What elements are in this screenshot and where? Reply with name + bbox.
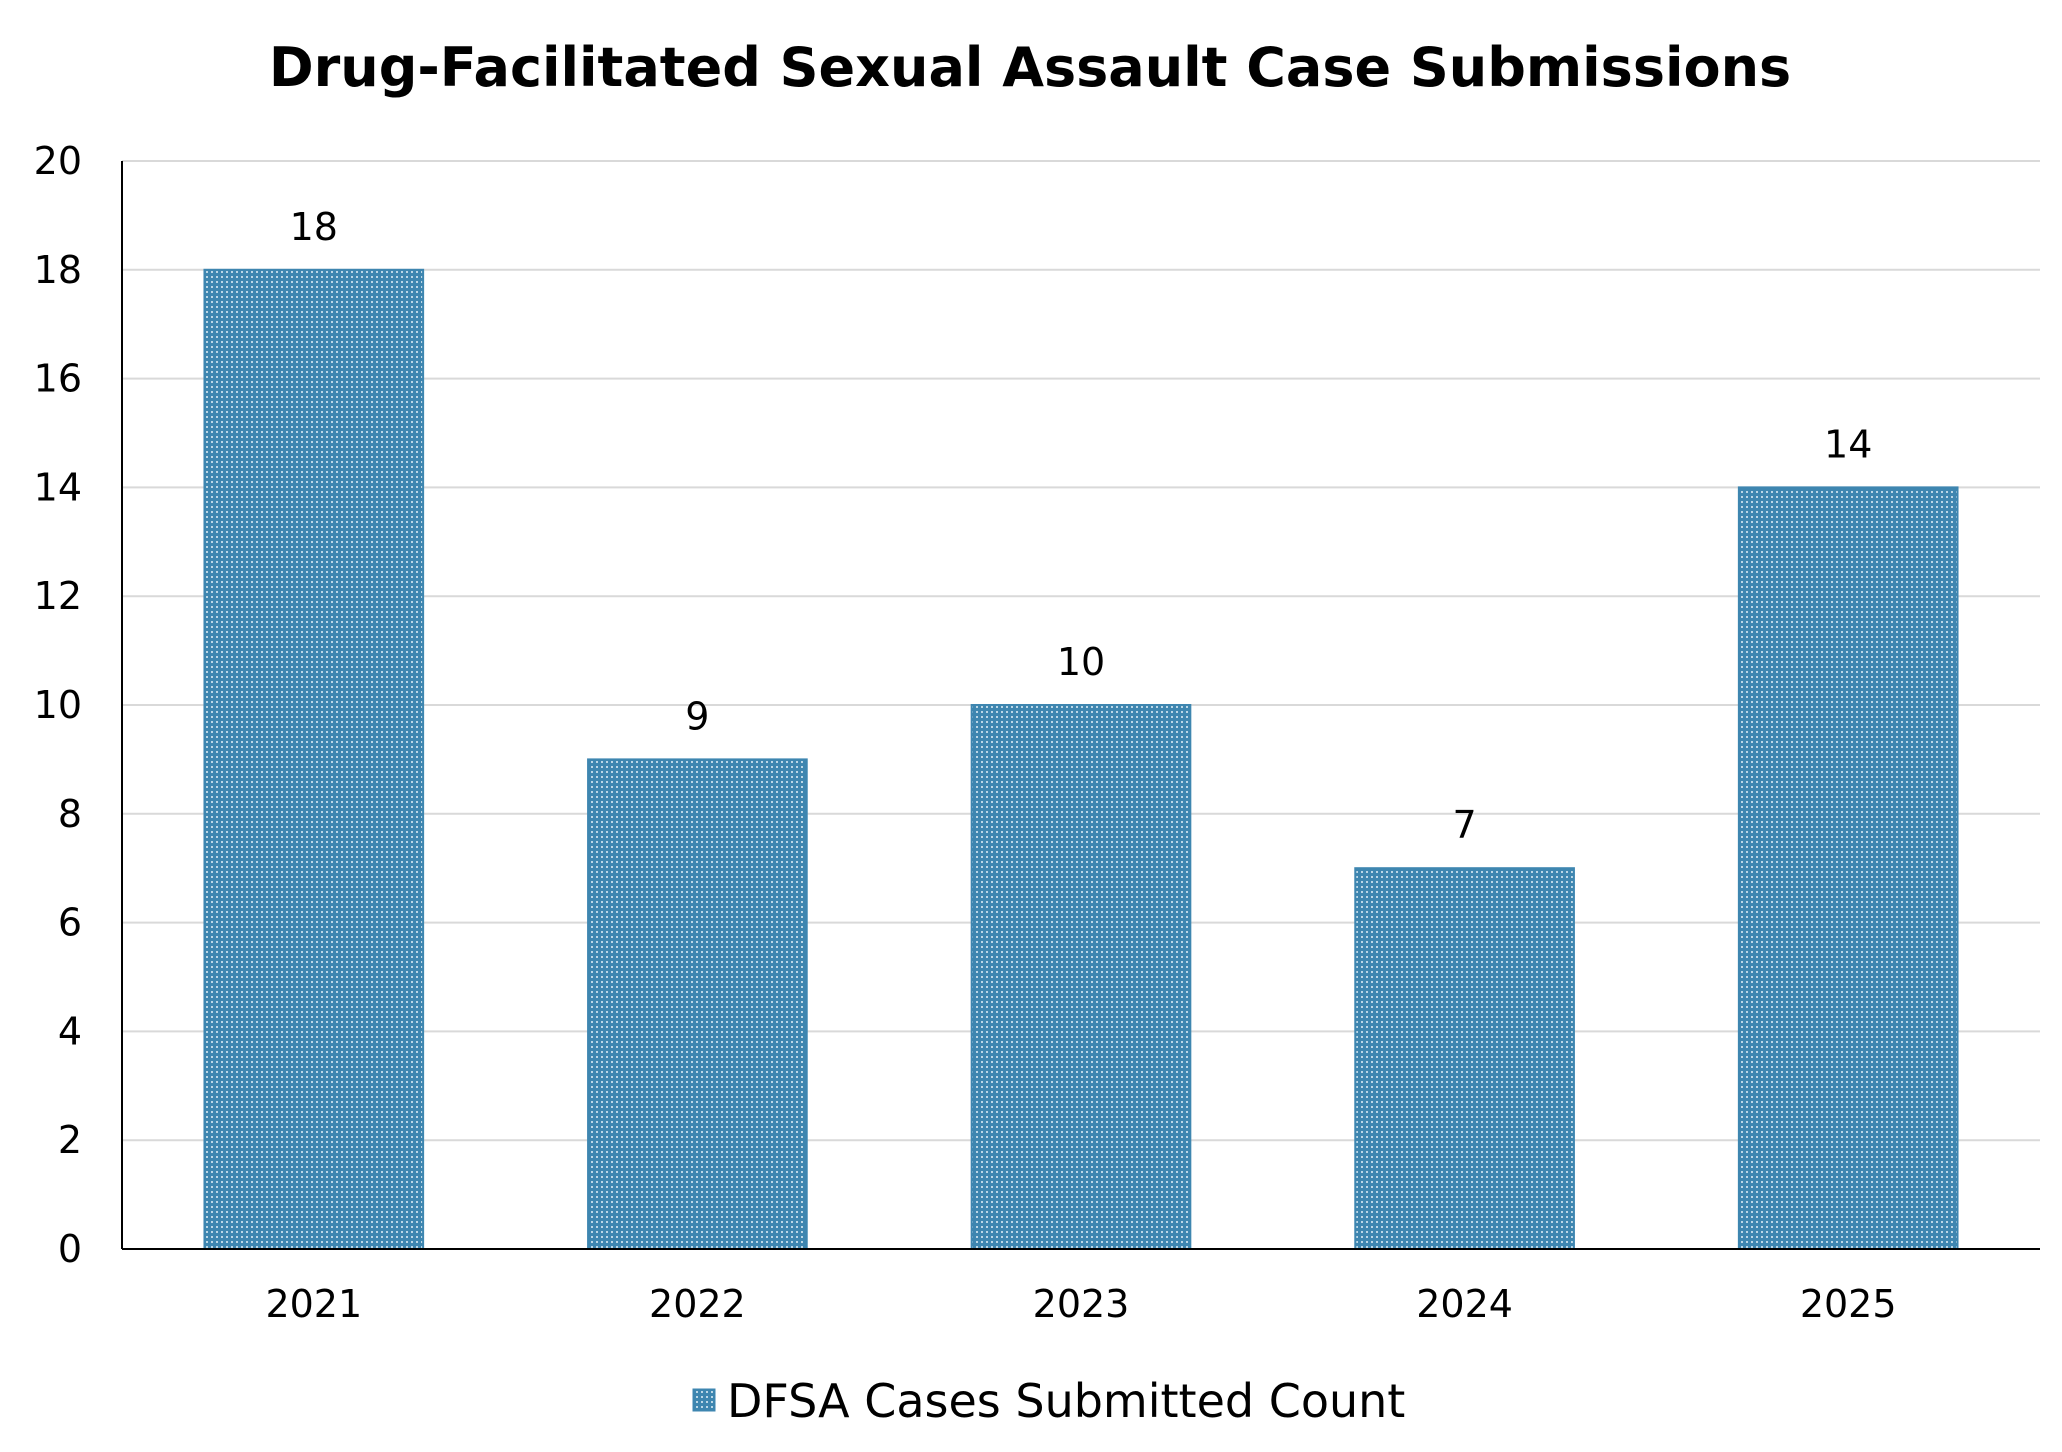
bar: [1354, 867, 1575, 1250]
bars: [203, 268, 1959, 1251]
axes: [121, 161, 2040, 1250]
y-tick-label: 6: [58, 901, 82, 945]
y-tick-label: 4: [58, 1009, 82, 1053]
y-tick-label: 16: [34, 357, 82, 401]
y-tick-label: 20: [34, 139, 82, 183]
data-label: 7: [1453, 803, 1477, 847]
data-label: 9: [685, 694, 709, 738]
x-tick-label: 2025: [1800, 1282, 1897, 1326]
y-tick-label: 10: [34, 683, 82, 727]
bar: [970, 704, 1192, 1250]
y-tick-label: 8: [58, 792, 82, 836]
legend: DFSA Cases Submitted Count: [692, 1374, 1405, 1428]
data-label: 18: [290, 205, 338, 249]
x-tick-label: 2023: [1033, 1282, 1130, 1326]
legend-label: DFSA Cases Submitted Count: [727, 1374, 1405, 1428]
bar: [203, 268, 425, 1250]
x-tick-label: 2022: [649, 1282, 746, 1326]
legend-swatch: [692, 1388, 716, 1412]
y-tick-label: 12: [34, 574, 82, 618]
y-tick-label: 14: [34, 465, 82, 509]
bar: [1737, 486, 1959, 1250]
x-tick-label: 2024: [1416, 1282, 1513, 1326]
data-label: 10: [1057, 640, 1105, 684]
tick-labels: 0 2 4 6 8 10 12 14 16 18 20 2021 2022 2023 2024 2025: [34, 139, 1897, 1326]
y-tick-label: 18: [34, 248, 82, 292]
y-tick-label: 0: [58, 1227, 82, 1271]
data-label: 14: [1824, 422, 1872, 466]
data-labels: 18 9 10 7 14: [290, 205, 1873, 847]
y-tick-label: 2: [58, 1118, 82, 1162]
bar: [587, 758, 808, 1251]
chart-title: Drug-Facilitated Sexual Assault Case Sub…: [269, 36, 1791, 99]
x-tick-label: 2021: [265, 1282, 362, 1326]
